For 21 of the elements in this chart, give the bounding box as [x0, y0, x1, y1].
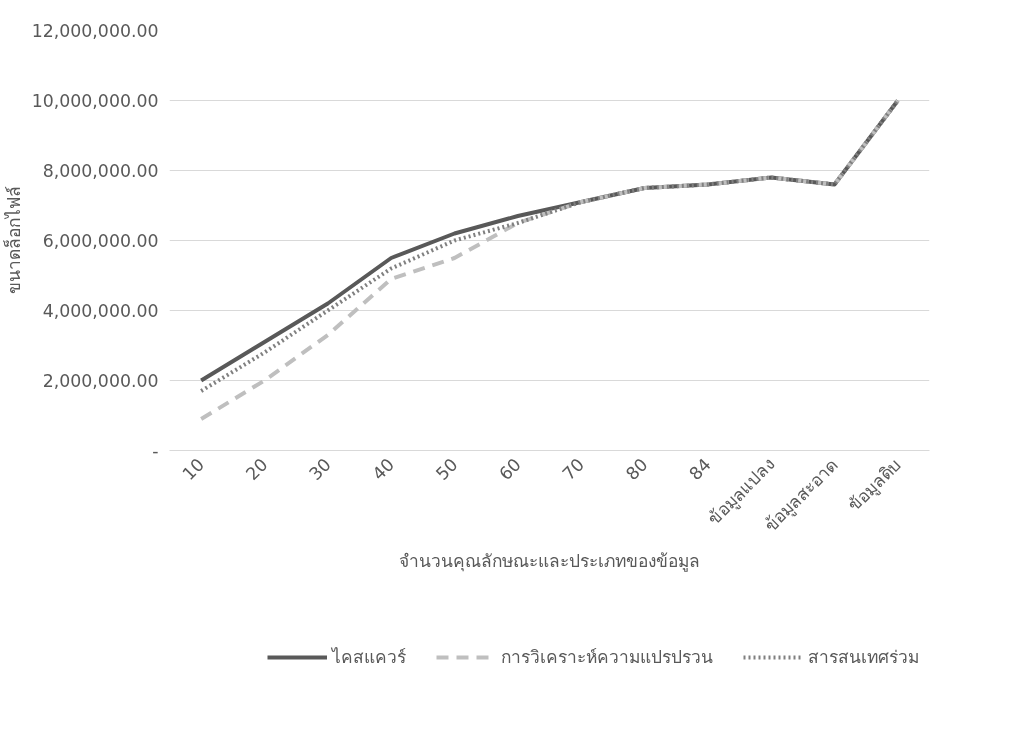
y-tick-label: - — [152, 441, 159, 461]
x-tick-label: 50 — [431, 454, 462, 485]
y-tick-label: 12,000,000.00 — [31, 21, 159, 41]
y-axis-title: ขนาดล็อกไฟล์ — [2, 186, 24, 295]
x-tick-label: 70 — [558, 454, 589, 485]
x-tick-label: 60 — [495, 454, 525, 485]
x-tick-label: 40 — [368, 454, 399, 485]
y-tick-label: 2,000,000.00 — [42, 371, 159, 391]
y-tick-label: 4,000,000.00 — [42, 301, 159, 321]
x-tick-label: 20 — [241, 454, 272, 485]
x-tick-label: 10 — [178, 454, 209, 485]
legend-label: การวิเคราะห์ความแปรปรวน — [501, 645, 713, 669]
x-tick-label: 84 — [685, 454, 715, 485]
legend-label: สารสนเทศร่วม — [808, 645, 919, 669]
y-tick-label: 10,000,000.00 — [31, 91, 159, 111]
legend-label: ไคสแควร์ — [332, 645, 406, 669]
y-tick-label: 8,000,000.00 — [42, 161, 159, 181]
x-tick-label: 80 — [621, 454, 652, 485]
x-axis-title: จำนวนคุณลักษณะและประเภทของข้อมูล — [399, 550, 700, 572]
y-tick-label: 6,000,000.00 — [42, 231, 159, 251]
x-tick-label: 30 — [305, 454, 335, 485]
